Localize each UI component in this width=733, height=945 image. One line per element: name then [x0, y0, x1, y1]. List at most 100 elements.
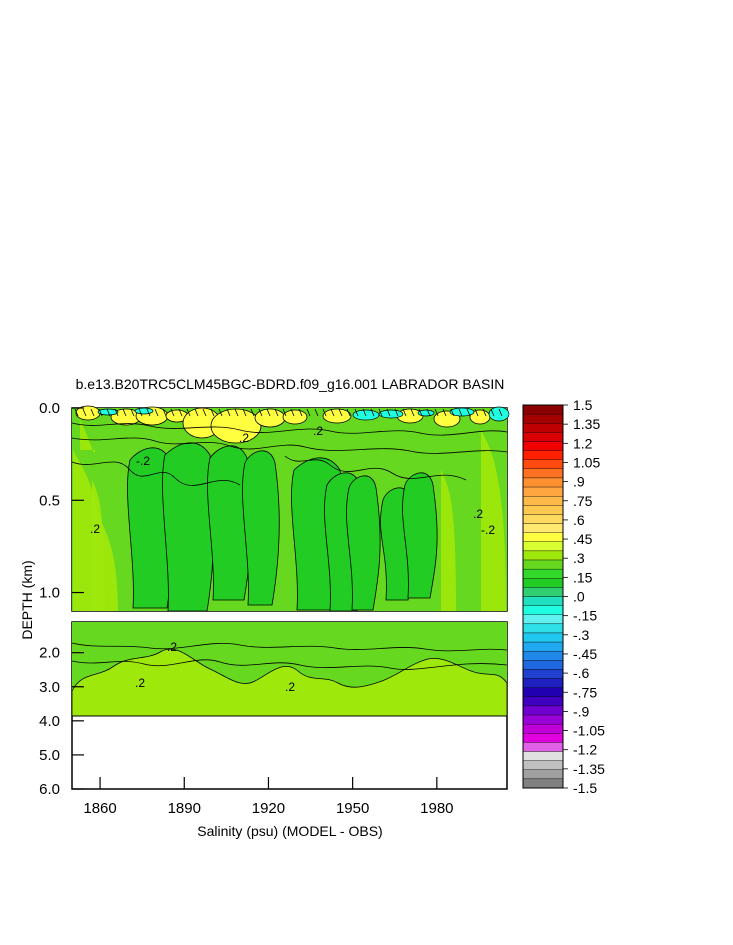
- contour-label-7: .2: [135, 676, 145, 690]
- surface-contour-tick: [266, 408, 271, 417]
- surface-contour-tick: [474, 408, 479, 417]
- x-tick-label-1920: 1920: [252, 800, 285, 817]
- surface-contour-tick: [458, 408, 463, 417]
- upper-panel: .2 -.2 .2 .2 .2: [71, 405, 510, 612]
- surface-contour-tick: [138, 408, 143, 417]
- colorbar-swatch-27: [522, 641, 564, 652]
- surface-positive-anomaly-9: [322, 408, 352, 424]
- colorbar-swatch-8: [522, 468, 564, 479]
- upper-plume-2: [162, 442, 215, 612]
- upper-y-tick-label-0.5: 0.5: [39, 492, 60, 509]
- surface-negative-anomaly-2: [134, 407, 154, 415]
- colorbar-swatch-25: [522, 623, 564, 634]
- surface-contour-tick: [202, 408, 207, 417]
- surface-contour-tick: [426, 408, 431, 417]
- surface-contour-tick: [386, 408, 391, 417]
- colorbar-swatch-13: [522, 514, 564, 524]
- surface-positive-anomaly-7: [254, 408, 286, 428]
- colorbar-swatch-36: [522, 723, 564, 734]
- upper-plume-9: [402, 472, 438, 599]
- colorbar-swatch-33: [522, 696, 564, 707]
- colorbar-swatch-38: [522, 742, 564, 752]
- colorbar-label--.9: -.9: [573, 703, 590, 719]
- colorbar-label-.3: .3: [573, 550, 585, 566]
- surface-contour-tick: [114, 408, 119, 417]
- colorbar-swatch-14: [522, 523, 564, 533]
- contour-label-8: .2: [285, 680, 295, 694]
- y-axis-label: DEPTH (km): [19, 560, 35, 639]
- surface-contour-tick: [442, 408, 447, 417]
- surface-contour-tick: [146, 408, 151, 417]
- surface-contour-tick: [394, 408, 399, 417]
- surface-contour-tick: [218, 408, 223, 417]
- surface-contour-tick: [490, 408, 495, 417]
- colorbar-swatch-1: [522, 404, 564, 415]
- surface-contour-tick: [298, 408, 303, 417]
- colorbar-swatch-5: [522, 441, 564, 451]
- surface-contour-tick: [290, 408, 295, 417]
- surface-contour-tick: [378, 408, 383, 417]
- surface-contour-tick: [210, 408, 215, 417]
- colorbar-swatch-31: [522, 678, 564, 688]
- surface-contour-tick: [322, 408, 327, 417]
- upper-positive-region-4: [96, 511, 118, 611]
- surface-contour-tick: [90, 408, 95, 417]
- surface-contour-tick: [450, 408, 455, 417]
- surface-contour-tick: [234, 408, 239, 417]
- colorbar-swatch-6: [522, 450, 564, 460]
- lower-y-tick-label-3.0: 3.0: [39, 679, 60, 696]
- colorbar-swatch-26: [522, 632, 564, 643]
- surface-contour-tick: [482, 408, 487, 417]
- surface-contour-tick: [226, 408, 231, 417]
- upper-contour-line-3: [71, 461, 241, 486]
- x-axis-label: Salinity (psu) (MODEL - OBS): [197, 823, 382, 839]
- surface-contour-tick: [130, 408, 135, 417]
- surface-contour-tick: [314, 408, 319, 417]
- colorbar-swatch-19: [522, 568, 564, 579]
- colorbar-swatch-41: [522, 769, 564, 780]
- colorbar-swatch-2: [522, 413, 564, 424]
- upper-positive-region-6: [441, 470, 456, 611]
- upper-contour-line-1: [71, 422, 508, 436]
- x-tick-label-1980: 1980: [420, 800, 453, 817]
- surface-contour-tick: [402, 408, 407, 417]
- x-tick-label-1890: 1890: [168, 800, 201, 817]
- surface-contour-tick: [178, 408, 183, 417]
- upper-contour-line-2: [71, 437, 508, 454]
- surface-contour-tick: [306, 408, 311, 417]
- colorbar-label--1.05: -1.05: [573, 723, 605, 739]
- colorbar-label--.15: -.15: [573, 608, 597, 624]
- colorbar-label-1.35: 1.35: [573, 416, 600, 432]
- x-tick-label-1950: 1950: [336, 800, 369, 817]
- surface-contour-tick: [354, 408, 359, 417]
- colorbar-label-.0: .0: [573, 589, 585, 605]
- colorbar-swatch-22: [522, 596, 564, 606]
- colorbar-swatch-35: [522, 714, 564, 725]
- lower-panel: .2 .2 .2 -.2: [71, 523, 508, 790]
- colorbar-swatch-37: [522, 733, 564, 743]
- contour-label-3: .2: [239, 431, 249, 445]
- lower-contour-line-2: [71, 659, 508, 670]
- colorbar-label-1.05: 1.05: [573, 454, 600, 470]
- colorbar-swatch-16: [522, 541, 564, 552]
- colorbar-label-.15: .15: [573, 569, 593, 585]
- colorbar-label--1.35: -1.35: [573, 761, 605, 777]
- surface-negative-anomaly-5: [417, 409, 435, 417]
- colorbar-label--.3: -.3: [573, 627, 590, 643]
- colorbar-swatch-11: [522, 496, 564, 506]
- surface-contour-tick: [274, 408, 279, 417]
- contour-label-6: .2: [167, 640, 177, 654]
- surface-contour-tick: [74, 408, 79, 417]
- contour-label-4: .2: [313, 424, 323, 438]
- colorbar-swatch-39: [522, 751, 564, 761]
- colorbar-label--.75: -.75: [573, 684, 597, 700]
- surface-contour-tick: [170, 408, 175, 417]
- contour-label-9: -.2: [481, 523, 495, 537]
- lower-y-tick-label-6.0: 6.0: [39, 781, 60, 798]
- colorbar-swatch-42: [522, 778, 564, 789]
- surface-positive-anomaly-6: [210, 408, 262, 444]
- surface-contour-tick: [330, 408, 335, 417]
- upper-y-tick-label-0.0: 0.0: [39, 400, 60, 417]
